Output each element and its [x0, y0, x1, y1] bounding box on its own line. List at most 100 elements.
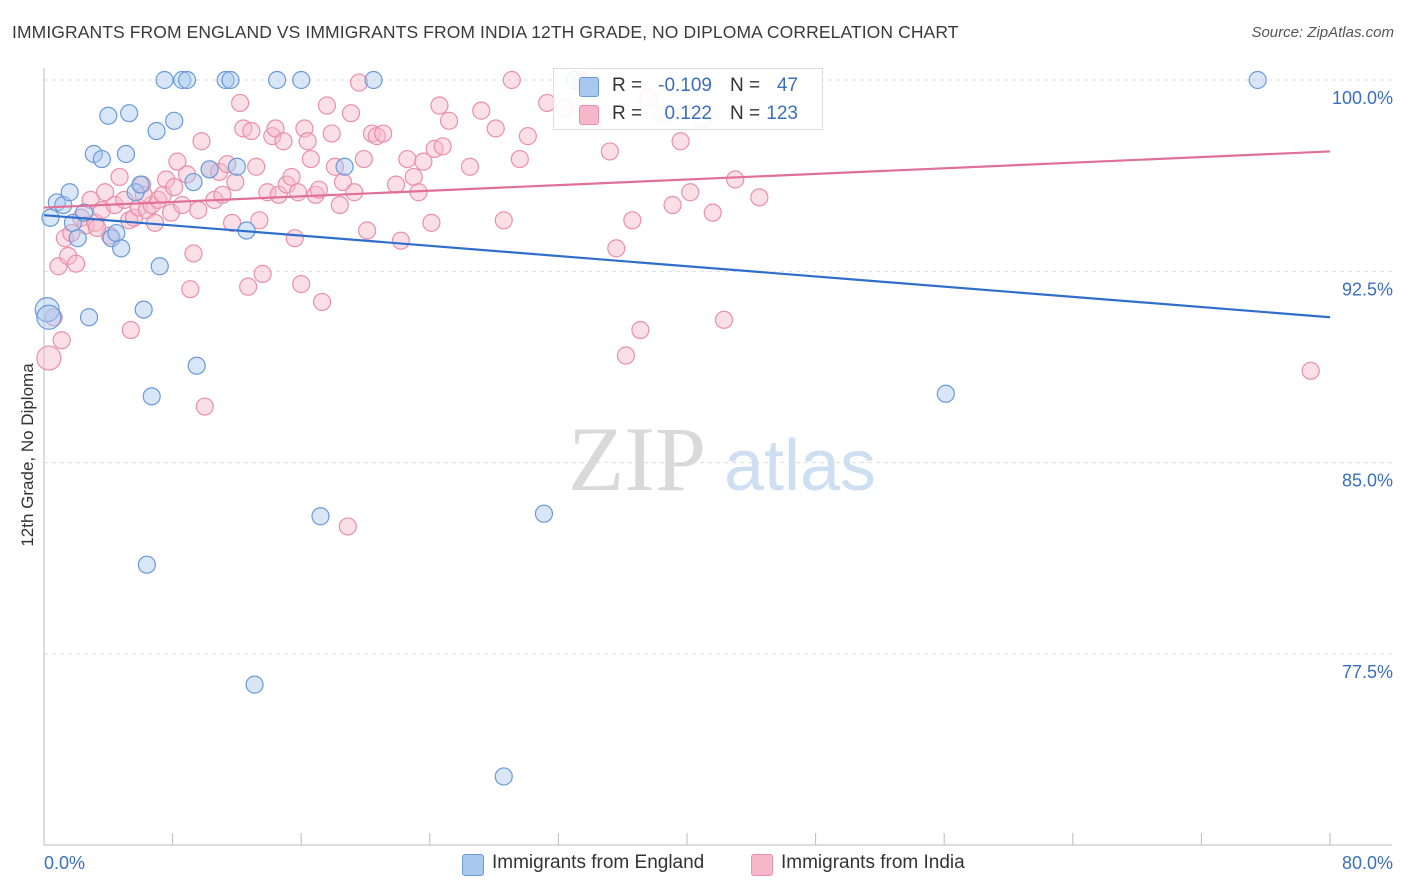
- tick-labels: 77.5% 85.0% 92.5% 100.0% 0.0% 80.0%: [44, 88, 1393, 873]
- india-point: [338, 517, 357, 536]
- india-point: [671, 132, 690, 151]
- england-point: [150, 257, 169, 276]
- india-point: [181, 280, 200, 299]
- england-point: [173, 70, 192, 90]
- india-point: [110, 167, 129, 187]
- england-point: [112, 239, 131, 258]
- england-point: [227, 157, 246, 176]
- india-point: [258, 183, 277, 202]
- india-point: [616, 346, 636, 365]
- india-legend-swatch: [751, 854, 773, 876]
- india-point: [494, 211, 513, 230]
- england-point: [116, 144, 136, 164]
- england-point: [120, 104, 139, 123]
- england-point: [147, 121, 166, 141]
- england-point: [92, 149, 111, 169]
- india-point: [345, 183, 364, 202]
- india-point: [631, 320, 650, 340]
- england-point: [335, 157, 354, 176]
- england-point: [200, 160, 219, 179]
- india-point: [333, 172, 353, 192]
- x-tick-label: 80.0%: [1342, 853, 1393, 873]
- india-point: [282, 167, 301, 187]
- india-point: [184, 244, 203, 263]
- watermark-zip: ZIP: [568, 408, 706, 510]
- india-point: [242, 121, 261, 141]
- correlation-legend: R = -0.109 N = 47 R = 0.122 N = 123: [553, 68, 823, 130]
- india-point: [714, 310, 734, 329]
- india-point: [52, 331, 71, 350]
- india-point: [703, 203, 722, 222]
- y-axis-label: 12th Grade, No Diploma: [18, 363, 37, 547]
- england-point: [79, 308, 99, 327]
- india-point: [607, 239, 626, 258]
- india-point: [398, 149, 417, 169]
- india-point: [330, 195, 349, 215]
- england-point: [137, 555, 156, 574]
- india-point: [250, 211, 269, 230]
- india-point: [168, 152, 187, 171]
- india-r-value: 0.122: [664, 103, 712, 124]
- england-point: [99, 106, 118, 125]
- india-point: [663, 195, 682, 215]
- england-point: [177, 70, 197, 90]
- india-point: [288, 183, 308, 202]
- india-point: [391, 231, 410, 250]
- india-point: [239, 277, 258, 296]
- india-point: [195, 397, 214, 416]
- england-point: [936, 384, 955, 403]
- india-swatch: [579, 105, 599, 125]
- india-point: [165, 178, 184, 197]
- india-point: [36, 345, 62, 371]
- india-point: [95, 183, 115, 202]
- england-point: [221, 70, 240, 90]
- england-swatch: [579, 77, 599, 97]
- england-point: [34, 297, 60, 323]
- england-n-value: 47: [776, 75, 798, 96]
- india-point: [226, 172, 245, 192]
- india-point: [1301, 361, 1320, 380]
- england-point: [245, 675, 264, 694]
- india-point: [433, 137, 452, 156]
- x-tick-label: 0.0%: [44, 853, 85, 873]
- india-point: [386, 175, 406, 194]
- india-point: [253, 264, 272, 283]
- england-point: [267, 70, 287, 90]
- india-point: [414, 152, 433, 171]
- england-point: [155, 70, 174, 90]
- india-point: [726, 170, 745, 189]
- india-point: [285, 229, 304, 248]
- india-points: [36, 70, 1320, 536]
- y-tick-label: 92.5%: [1342, 279, 1393, 299]
- india-point: [472, 101, 491, 120]
- source-note: Source: ZipAtlas.com: [1251, 24, 1394, 41]
- india-point: [374, 124, 393, 143]
- india-point: [460, 157, 480, 176]
- india-point: [502, 70, 521, 90]
- india-point: [510, 149, 529, 169]
- india-n-value: 123: [766, 103, 798, 124]
- india-point: [750, 188, 769, 207]
- india-point: [325, 157, 345, 176]
- india-point: [404, 167, 423, 187]
- india-point: [301, 149, 320, 169]
- india-point: [222, 213, 242, 232]
- india-point: [67, 254, 86, 273]
- england-point: [68, 229, 87, 248]
- india-point: [341, 104, 361, 123]
- england-point: [292, 70, 311, 90]
- axes: [43, 68, 1392, 846]
- india-point: [247, 157, 266, 176]
- india-point: [87, 218, 107, 238]
- r-label: R =: [612, 103, 643, 124]
- y-tick-label: 77.5%: [1342, 662, 1393, 682]
- india-point: [121, 320, 140, 340]
- england-points: [34, 70, 1267, 786]
- india-point: [292, 274, 311, 294]
- england-point: [142, 387, 161, 406]
- india-point: [354, 149, 373, 169]
- india-point: [149, 190, 168, 210]
- y-tick-label: 100.0%: [1332, 88, 1393, 108]
- legend-row-england: R = -0.109 N = 47: [554, 72, 822, 100]
